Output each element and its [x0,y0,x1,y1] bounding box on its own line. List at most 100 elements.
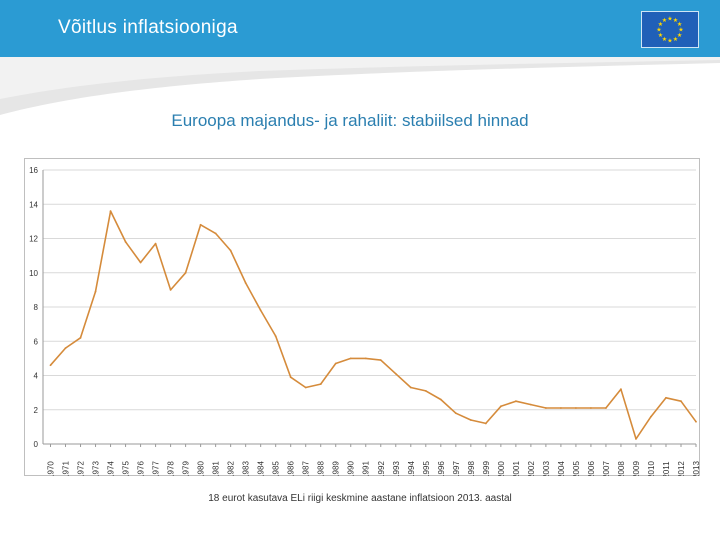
x-tick-label: 2002 [527,461,536,476]
x-tick-label: 1992 [377,461,386,476]
data-point [334,362,337,365]
x-tick-label: 2001 [512,461,521,476]
data-point [139,261,142,264]
page-title: Võitlus inflatsiooniga [58,17,238,38]
header-bar: Võitlus inflatsiooniga ★ ★ ★ ★ ★ ★ ★ ★ ★ ★ ★ ★ [0,0,720,57]
x-tick-label: 1977 [152,461,161,476]
y-tick-label: 8 [34,303,39,312]
y-tick-label: 16 [29,166,38,175]
series-line [49,210,697,440]
data-point [49,364,52,367]
flag-star: ★ [662,17,667,24]
data-point [605,407,607,409]
x-tick-label: 1993 [392,461,401,476]
flag-star: ★ [662,36,667,43]
x-tick-label: 1975 [122,461,131,476]
data-point [124,241,127,243]
x-tick-label: 1971 [62,461,71,476]
y-tick-label: 2 [34,406,39,415]
data-point [79,336,82,339]
flag-star: ★ [678,27,683,34]
data-point [169,288,172,291]
flag-star: ★ [673,36,678,43]
data-point [304,386,307,389]
x-tick-label: 1999 [482,461,491,476]
x-tick-label: 1974 [107,461,116,476]
x-tick-label: 2003 [542,461,551,476]
x-tick-label: 1970 [47,461,56,476]
data-point [514,400,517,403]
data-point [379,359,382,361]
inflation-line-chart: 0 2 4 6 8 10 12 14 16 1970 1971 1972 1973 1974 1975 197… [24,158,700,476]
flag-star: ★ [658,21,663,28]
data-point [274,335,277,338]
data-point [349,357,352,360]
data-point [394,372,397,375]
data-point [575,407,577,409]
x-tick-label: 1991 [362,461,371,476]
data-point [364,357,367,360]
data-point [559,407,562,409]
x-tick-label: 1972 [77,461,86,476]
data-point [665,396,667,399]
x-tick-label: 1984 [257,461,266,476]
chart-footnote: 18 eurot kasutava ELi riigi keskmine aas… [208,493,512,504]
x-tick-label: 2011 [662,461,671,476]
x-tick-label: 1979 [182,461,191,476]
data-point [544,407,547,409]
data-point [259,309,262,312]
data-point [64,347,67,349]
x-tick-label: 1997 [452,461,461,476]
x-tick-label: 2000 [497,461,506,476]
y-tick-label: 12 [29,235,38,244]
x-tick-label: 2010 [647,461,656,476]
data-point [620,388,622,391]
flag-star: ★ [677,32,682,39]
data-point [454,412,457,415]
header-swoosh [0,57,720,115]
x-tick-label: 1985 [272,461,281,476]
data-point [199,223,202,226]
flag-stars: ★ ★★★★★★★★★★★ [656,16,683,45]
data-point [529,403,532,406]
x-tick-label: 1995 [422,461,431,476]
x-tick-label: 1990 [347,461,356,476]
data-point [635,437,637,440]
x-tick-label: 1973 [92,461,101,476]
x-tick-label: 1987 [302,461,311,476]
y-tick-label: 0 [34,440,39,449]
data-point [590,407,592,409]
x-tick-label: 2012 [677,461,686,476]
data-point [214,232,217,235]
data-point [109,210,112,212]
data-point [289,376,292,379]
data-point [439,398,442,401]
x-tick-label: 1976 [137,461,146,476]
data-point [154,242,157,245]
y-tick-label: 6 [34,337,39,346]
data-point [409,386,412,389]
x-tick-label: 1981 [212,461,221,476]
flag-star: ★ [658,32,663,39]
x-tick-label: 1983 [242,461,251,476]
x-tick-label: 1986 [287,461,296,476]
x-tick-label: 2008 [617,461,626,476]
chart-subtitle: Euroopa majandus- ja rahaliit: stabiilse… [171,111,529,130]
x-tick-label: 2005 [572,461,581,476]
data-point [650,415,652,418]
data-point [499,405,502,408]
x-tick-label: 2006 [587,461,596,476]
x-tick-label: 1994 [407,461,416,476]
y-tick-label: 14 [29,200,38,209]
x-tick-label: 2009 [632,461,641,476]
y-tick-label: 4 [34,372,39,381]
x-tick-label: 1978 [167,461,176,476]
x-tick-label: 1980 [197,461,206,476]
data-point [229,249,232,252]
flag-star: ★ [677,21,682,28]
data-point [184,271,187,274]
flag-star: ★ [667,16,672,23]
x-tick-label: 1998 [467,461,476,476]
x-tick-label: 1982 [227,461,236,476]
data-point [244,282,247,284]
